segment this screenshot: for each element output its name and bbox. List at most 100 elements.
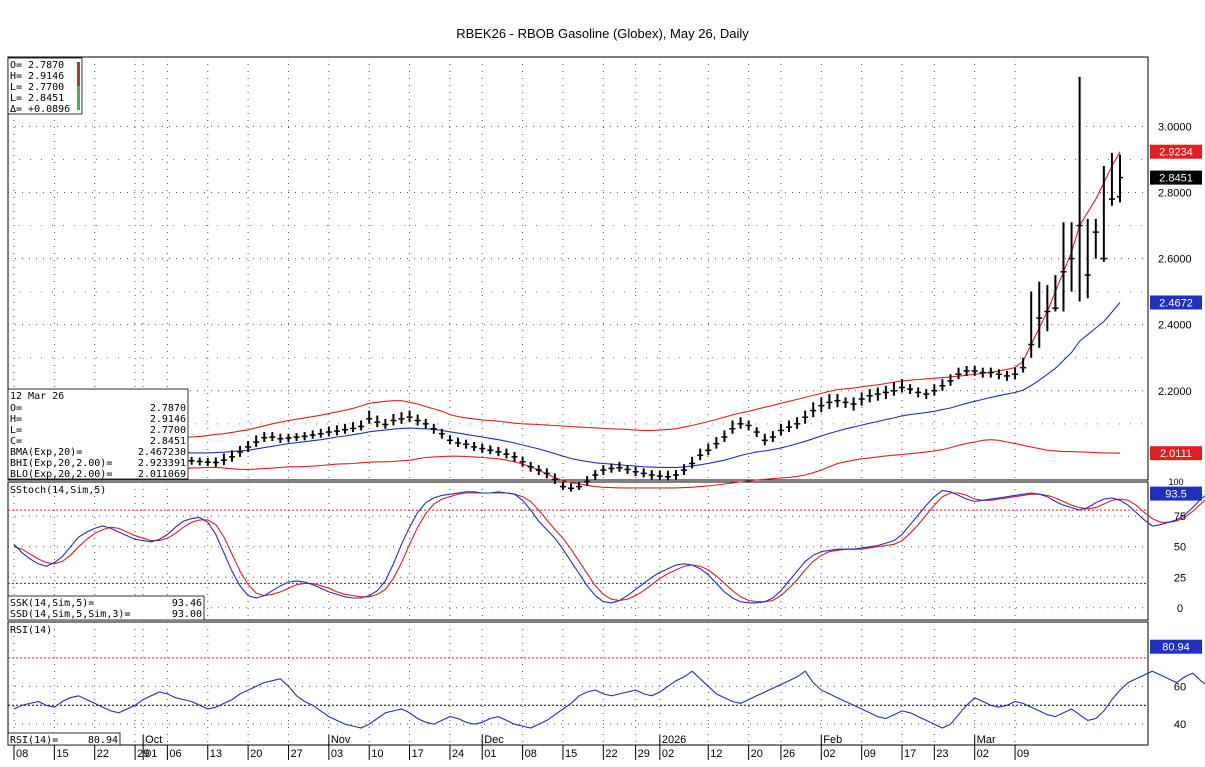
stoch-axis-top-label: 100 — [1168, 477, 1183, 487]
rsi-legend-frame — [7, 732, 121, 746]
price-last-value-tag: 2.8451 — [1159, 173, 1193, 185]
rsi-axis-tick-label: 60 — [1174, 681, 1186, 693]
rsi-panel-frame — [7, 621, 1149, 746]
info-box-value: 2.7700 — [150, 425, 186, 436]
info-box-key: C= — [10, 436, 22, 447]
ohlc-summary-green-bar — [77, 86, 80, 110]
rsi-legend-value: 80.94 — [88, 735, 118, 746]
rsi-line — [13, 670, 1205, 729]
ohlc-bars — [11, 76, 1123, 492]
x-axis-tick-label: 09 — [864, 748, 876, 760]
bollinger-moving-average — [14, 302, 1121, 468]
info-box-value: 2.923391 — [138, 458, 186, 469]
price-axis-tick-label: 2.2000 — [1158, 386, 1192, 398]
x-axis-tick-label: 23 — [936, 748, 948, 760]
x-axis-tick-label: 22 — [97, 748, 109, 760]
ohlc-summary-row: L= 2.8451 — [10, 93, 64, 104]
x-axis-tick-label: 17 — [412, 748, 424, 760]
x-axis-tick-label: 08 — [525, 748, 537, 760]
x-axis-tick-label: 24 — [452, 748, 464, 760]
price-axis-tick-label: 2.8000 — [1158, 187, 1192, 199]
x-axis-tick-label: 08 — [16, 748, 28, 760]
price-last-value-tag: 2.4672 — [1159, 297, 1193, 309]
info-box-key: BLO(Exp,20,2.00)= — [10, 469, 112, 480]
stoch-last-value-tag: 93.5 — [1165, 489, 1186, 501]
x-axis-tick-label: 20 — [751, 748, 763, 760]
stoch-legend-key: SSD(14,Sim,5,Sim,3)= — [10, 609, 130, 620]
stoch-axis-tick-label: 25 — [1174, 572, 1186, 584]
x-axis-tick-label: 12 — [710, 748, 722, 760]
ohlc-summary-row: H= 2.9146 — [10, 71, 64, 82]
stoch-last-value-tag-bg — [1150, 486, 1202, 501]
stoch-ssd-line — [13, 492, 1205, 603]
x-axis-tick-label: 10 — [371, 748, 383, 760]
x-axis-tick-label: 02 — [662, 748, 674, 760]
x-axis-tick-label: 02 — [977, 748, 989, 760]
info-box-value: 2.011069 — [138, 469, 186, 480]
ohlc-summary-frame — [7, 57, 83, 115]
info-box-key: H= — [10, 414, 22, 425]
x-axis-tick-label: 09 — [1017, 748, 1029, 760]
price-last-value-tag: 2.0111 — [1160, 448, 1192, 460]
price-panel-frame — [7, 56, 1149, 481]
ohlc-summary-row: O= 2.7870 — [10, 60, 64, 71]
price-axis-tick-label: 2.4000 — [1158, 320, 1192, 332]
bollinger-upper-band — [13, 151, 1121, 438]
x-axis-month-label: Nov — [331, 734, 351, 746]
stoch-ssk-line — [13, 489, 1205, 604]
x-axis-tick-label: 17 — [904, 748, 916, 760]
price-last-value-tag: 2.9234 — [1159, 147, 1193, 159]
info-box-date: 12 Mar 26 — [10, 391, 64, 402]
info-box-key: BMA(Exp,20)= — [10, 447, 82, 458]
stoch-legend-frame — [7, 595, 205, 621]
rsi-axis-tick-label: 40 — [1174, 719, 1186, 731]
stoch-legend-value: 93.00 — [172, 609, 202, 620]
info-box-value: 2.467230 — [138, 447, 186, 458]
rsi-last-value-tag-bg — [1150, 639, 1202, 654]
info-box-key: BHI(Exp,20,2.00)= — [10, 458, 112, 469]
ohlc-summary-red-bar — [77, 62, 80, 86]
price-last-value-tag-bg — [1150, 446, 1202, 461]
stoch-axis-tick-label: 50 — [1174, 542, 1186, 554]
x-axis-tick-label: 26 — [783, 748, 795, 760]
ohlc-summary-row: L= 2.7700 — [10, 82, 64, 93]
bollinger-lower-band — [13, 439, 1121, 489]
stoch-legend-value: 93.46 — [172, 598, 202, 609]
x-axis-tick-label: 01 — [484, 748, 496, 760]
info-box-key: L= — [10, 425, 22, 436]
x-axis-tick-label: 13 — [210, 748, 222, 760]
chart-title: RBEK26 - RBOB Gasoline (Globex), May 26,… — [456, 26, 749, 41]
x-axis-tick-label: 02 — [823, 748, 835, 760]
price-axis-tick-label: 2.6000 — [1158, 254, 1192, 266]
price-axis-tick-label: 3.0000 — [1158, 121, 1192, 133]
stoch-panel-label: SStoch(14,Sim,5) — [10, 485, 106, 496]
stoch-axis-tick-label: 75 — [1174, 511, 1186, 523]
info-box-frame — [7, 388, 189, 480]
ohlc-summary-box — [7, 57, 83, 115]
x-axis-tick-label: 01 — [145, 748, 157, 760]
price-last-value-tag-bg — [1150, 170, 1202, 185]
x-axis-tick-label: 22 — [605, 748, 617, 760]
info-box-value: 2.8451 — [150, 436, 186, 447]
price-last-value-tag-bg — [1150, 295, 1202, 310]
x-axis-tick-label: 15 — [56, 748, 68, 760]
x-axis-tick-label: 27 — [290, 748, 302, 760]
rsi-panel-label: RSI(14) — [10, 625, 52, 636]
info-box-key: O= — [10, 403, 22, 414]
rsi-last-value-tag: 80.94 — [1162, 642, 1190, 654]
stoch-axis-tick-label: 0 — [1177, 603, 1183, 615]
x-axis-tick-label: 20 — [250, 748, 262, 760]
stoch-panel-frame — [7, 481, 1149, 621]
x-axis-month-label: 2026 — [662, 734, 686, 746]
stoch-legend-key: SSK(14,Sim,5)= — [10, 598, 94, 609]
x-axis-tick-label: 15 — [565, 748, 577, 760]
info-box-value: 2.7870 — [150, 403, 186, 414]
x-axis-tick-label: 03 — [331, 748, 343, 760]
price-last-value-tag-bg — [1150, 144, 1202, 159]
x-axis-month-label: Feb — [823, 734, 842, 746]
x-axis-tick-label: 29 — [638, 748, 650, 760]
x-axis-month-label: Oct — [145, 734, 162, 746]
rsi-legend-key: RSI(14)= — [10, 735, 58, 746]
x-axis-month-label: Mar — [977, 734, 996, 746]
